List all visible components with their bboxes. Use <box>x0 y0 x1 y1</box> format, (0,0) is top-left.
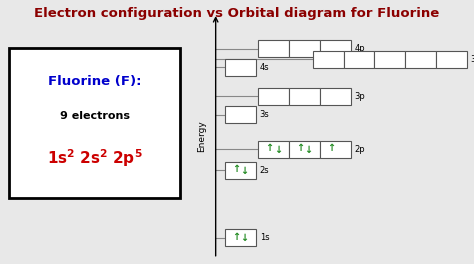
Bar <box>313 51 344 68</box>
Bar <box>289 140 320 158</box>
Text: ↓: ↓ <box>240 166 249 176</box>
Bar <box>320 140 351 158</box>
Text: 2s: 2s <box>260 166 269 175</box>
Text: ↓: ↓ <box>273 145 282 155</box>
Text: 3s: 3s <box>260 110 270 119</box>
Bar <box>289 88 320 105</box>
Bar <box>225 106 256 124</box>
Text: Electron configuration vs Orbital diagram for Fluorine: Electron configuration vs Orbital diagra… <box>35 7 439 20</box>
Text: ↑: ↑ <box>265 143 273 153</box>
Bar <box>436 51 467 68</box>
Bar <box>405 51 436 68</box>
Text: ↓: ↓ <box>304 145 313 155</box>
Bar <box>258 40 289 58</box>
Text: Fluorine (F):: Fluorine (F): <box>48 75 142 88</box>
Bar <box>225 59 256 76</box>
Bar <box>374 51 405 68</box>
Text: 4s: 4s <box>260 63 269 72</box>
Bar <box>289 40 320 58</box>
Text: ↑: ↑ <box>232 164 240 175</box>
Text: ↓: ↓ <box>240 233 249 243</box>
Bar <box>320 88 351 105</box>
Text: ↑: ↑ <box>327 143 335 153</box>
Bar <box>225 229 256 246</box>
Text: ↑: ↑ <box>296 143 304 153</box>
Text: 4p: 4p <box>355 44 365 53</box>
Bar <box>225 162 256 179</box>
Text: 2p: 2p <box>355 145 365 154</box>
Bar <box>9 48 180 198</box>
Bar <box>344 51 374 68</box>
Bar <box>320 40 351 58</box>
Text: 3d: 3d <box>471 55 474 64</box>
Text: ↑: ↑ <box>232 232 240 242</box>
Bar <box>258 140 289 158</box>
Text: 9 electrons: 9 electrons <box>60 111 130 121</box>
Text: 3p: 3p <box>355 92 365 101</box>
Bar <box>258 88 289 105</box>
Text: 1s: 1s <box>260 233 269 242</box>
Text: $\mathregular{1s^2\ 2s^2\ 2p^5}$: $\mathregular{1s^2\ 2s^2\ 2p^5}$ <box>47 148 143 169</box>
Text: Energy: Energy <box>197 120 206 152</box>
